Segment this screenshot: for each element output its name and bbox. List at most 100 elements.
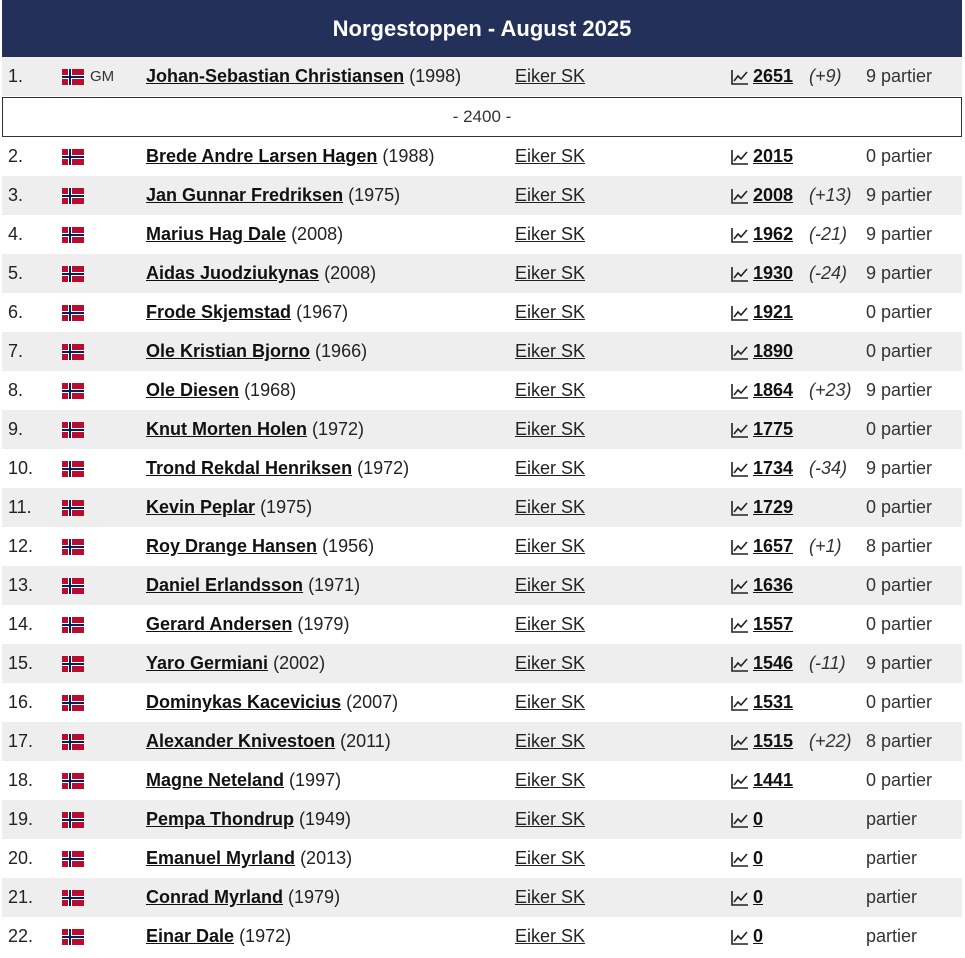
trend-chart-icon[interactable] (731, 578, 749, 594)
rating-link[interactable]: 1890 (753, 341, 794, 361)
club-link[interactable]: Eiker SK (515, 926, 586, 946)
trend-chart-icon[interactable] (731, 500, 749, 516)
rating-link[interactable]: 0 (753, 848, 764, 868)
trend-chart-icon[interactable] (731, 188, 749, 204)
rating-link[interactable]: 1729 (753, 497, 794, 517)
rating-link[interactable]: 1531 (753, 692, 794, 712)
trend-chart-icon[interactable] (731, 617, 749, 633)
club-link[interactable]: Eiker SK (515, 536, 586, 556)
rating-link[interactable]: 2651 (753, 66, 794, 86)
club-link[interactable]: Eiker SK (515, 731, 586, 751)
trend-chart-icon[interactable] (731, 656, 749, 672)
player-name-link[interactable]: Knut Morten Holen (146, 419, 307, 439)
player-name-link[interactable]: Jan Gunnar Fredriksen (146, 185, 344, 205)
trend-chart-icon[interactable] (731, 344, 749, 360)
rating-link[interactable]: 1636 (753, 575, 794, 595)
trend-chart-icon[interactable] (731, 461, 749, 477)
club-link[interactable]: Eiker SK (515, 302, 586, 322)
player-name-link[interactable]: Brede Andre Larsen Hagen (146, 146, 378, 166)
player-name-link[interactable]: Ole Diesen (146, 380, 240, 400)
trend-chart-icon[interactable] (731, 773, 749, 789)
rating-link[interactable]: 1864 (753, 380, 794, 400)
club-link[interactable]: Eiker SK (515, 146, 586, 166)
club-link[interactable]: Eiker SK (515, 887, 586, 907)
club-link[interactable]: Eiker SK (515, 224, 586, 244)
rating-link[interactable]: 1557 (753, 614, 794, 634)
player-name-link[interactable]: Yaro Germiani (146, 653, 269, 673)
player-name-link[interactable]: Gerard Andersen (146, 614, 293, 634)
player-name-link[interactable]: Aidas Juodziukynas (146, 263, 320, 283)
trend-chart-icon[interactable] (731, 383, 749, 399)
trend-chart-icon[interactable] (731, 695, 749, 711)
trend-chart-icon[interactable] (731, 266, 749, 282)
trend-chart-icon[interactable] (731, 149, 749, 165)
trend-chart-icon[interactable] (731, 890, 749, 906)
player-name-link[interactable]: Ole Kristian Bjorno (146, 341, 311, 361)
trend-chart-icon[interactable] (731, 69, 749, 85)
club-link[interactable]: Eiker SK (515, 809, 586, 829)
club-link[interactable]: Eiker SK (515, 692, 586, 712)
player-name-link[interactable]: Pempa Thondrup (146, 809, 294, 829)
club-link[interactable]: Eiker SK (515, 185, 586, 205)
player-name-link[interactable]: Frode Skjemstad (146, 302, 292, 322)
rating-link[interactable]: 1930 (753, 263, 794, 283)
trend-chart-icon[interactable] (731, 734, 749, 750)
club-link[interactable]: Eiker SK (515, 66, 586, 86)
trend-chart-icon[interactable] (731, 422, 749, 438)
club-link[interactable]: Eiker SK (515, 848, 586, 868)
club-link[interactable]: Eiker SK (515, 341, 586, 361)
player-name-link[interactable]: Dominykas Kacevicius (146, 692, 342, 712)
trend-chart-icon[interactable] (731, 929, 749, 945)
rating-cell: 1864 (731, 371, 793, 410)
rating-link[interactable]: 0 (753, 809, 764, 829)
player-name-link[interactable]: Alexander Knivestoen (146, 731, 336, 751)
player-name-link[interactable]: Marius Hag Dale (146, 224, 287, 244)
club-link[interactable]: Eiker SK (515, 497, 586, 517)
rating-link[interactable]: 1734 (753, 458, 794, 478)
rating-link[interactable]: 1546 (753, 653, 794, 673)
player-name-link[interactable]: Magne Neteland (146, 770, 285, 790)
table-row: 6. Frode Skjemstad (1967) Eiker SK 1921 … (2, 293, 962, 332)
player-name-link[interactable]: Emanuel Myrland (146, 848, 296, 868)
player-cell: Conrad Myrland (1979) (146, 878, 340, 917)
rating-link[interactable]: 2008 (753, 185, 794, 205)
player-name-link[interactable]: Daniel Erlandsson (146, 575, 304, 595)
rating-link[interactable]: 0 (753, 926, 764, 946)
rating-link[interactable]: 0 (753, 887, 764, 907)
rating-link[interactable]: 1962 (753, 224, 794, 244)
club-link[interactable]: Eiker SK (515, 575, 586, 595)
trend-chart-icon[interactable] (731, 539, 749, 555)
player-name-link[interactable]: Conrad Myrland (146, 887, 284, 907)
player-name-link[interactable]: Roy Drange Hansen (146, 536, 318, 556)
trend-chart-icon[interactable] (731, 851, 749, 867)
birth-year: (1968) (244, 380, 297, 400)
rank-cell: 14. (8, 614, 34, 634)
birth-year: (1966) (315, 341, 368, 361)
player-name-link[interactable]: Kevin Peplar (146, 497, 256, 517)
player-name-link[interactable]: Johan-Sebastian Christiansen (146, 66, 405, 86)
games-count: partier (866, 887, 918, 907)
birth-year: (1979) (288, 887, 341, 907)
rating-link[interactable]: 2015 (753, 146, 794, 166)
club-link[interactable]: Eiker SK (515, 380, 586, 400)
norway-flag-icon (62, 266, 84, 282)
rating-link[interactable]: 1441 (753, 770, 794, 790)
rating-change: (-34) (809, 458, 848, 478)
rating-link[interactable]: 1775 (753, 419, 794, 439)
trend-chart-icon[interactable] (731, 812, 749, 828)
club-link[interactable]: Eiker SK (515, 263, 586, 283)
club-link[interactable]: Eiker SK (515, 419, 586, 439)
player-name-link[interactable]: Einar Dale (146, 926, 235, 946)
club-link[interactable]: Eiker SK (515, 770, 586, 790)
rating-link[interactable]: 1921 (753, 302, 794, 322)
trend-chart-icon[interactable] (731, 227, 749, 243)
club-link[interactable]: Eiker SK (515, 614, 586, 634)
rating-link[interactable]: 1657 (753, 536, 794, 556)
club-link[interactable]: Eiker SK (515, 653, 586, 673)
trend-chart-icon[interactable] (731, 305, 749, 321)
title-badge: GM (90, 68, 115, 85)
rating-link[interactable]: 1515 (753, 731, 794, 751)
club-link[interactable]: Eiker SK (515, 458, 586, 478)
rating-cell: 0 (731, 917, 763, 956)
player-name-link[interactable]: Trond Rekdal Henriksen (146, 458, 353, 478)
